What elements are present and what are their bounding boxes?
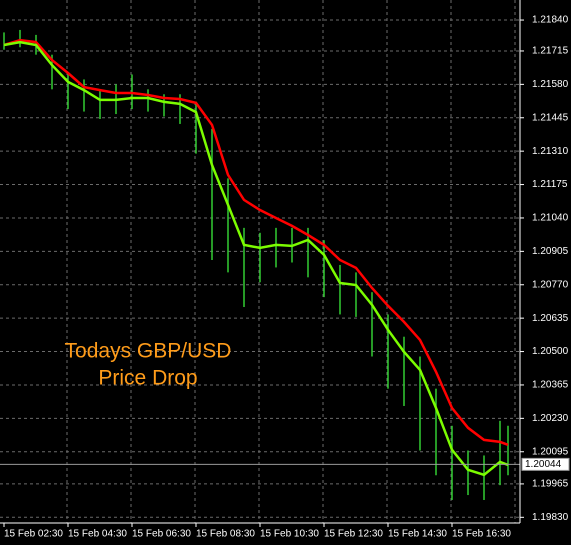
y-tick-label: 1.19965 — [532, 479, 569, 490]
y-tick-label: 1.20365 — [532, 380, 569, 391]
current-price-tag — [521, 457, 570, 471]
current-price-label: 1.20044 — [525, 459, 562, 470]
moving-average-line — [3, 40, 509, 477]
x-tick-label: 15 Feb 14:30 — [388, 529, 447, 540]
y-tick-label: 1.21040 — [532, 213, 569, 224]
x-tick-label: 15 Feb 04:30 — [68, 529, 127, 540]
annotation: Todays GBP/USD — [65, 340, 232, 363]
x-tick-label: 15 Feb 06:30 — [132, 529, 191, 540]
y-tick-label: 1.20905 — [532, 246, 569, 257]
x-tick-label: 15 Feb 16:30 — [452, 529, 511, 540]
y-tick-label: 1.20770 — [532, 279, 569, 290]
y-tick-label: 1.20500 — [532, 346, 569, 357]
annotation: Price Drop — [98, 367, 197, 390]
y-tick-label: 1.21840 — [532, 15, 569, 26]
y-tick-label: 1.20095 — [532, 446, 569, 457]
y-tick-label: 1.20635 — [532, 313, 569, 324]
y-tick-label: 1.19830 — [532, 512, 569, 523]
y-tick-label: 1.21715 — [532, 46, 569, 57]
x-tick-label: 15 Feb 02:30 — [4, 529, 63, 540]
y-tick-label: 1.21310 — [532, 146, 569, 157]
x-tick-label: 15 Feb 12:30 — [324, 529, 383, 540]
y-tick-label: 1.21445 — [532, 112, 569, 123]
y-tick-label: 1.21580 — [532, 79, 569, 90]
y-tick-label: 1.21175 — [532, 179, 568, 190]
moving-average-line — [3, 38, 509, 446]
y-tick-label: 1.20230 — [532, 413, 569, 424]
x-tick-label: 15 Feb 10:30 — [260, 529, 319, 540]
x-tick-label: 15 Feb 08:30 — [196, 529, 255, 540]
